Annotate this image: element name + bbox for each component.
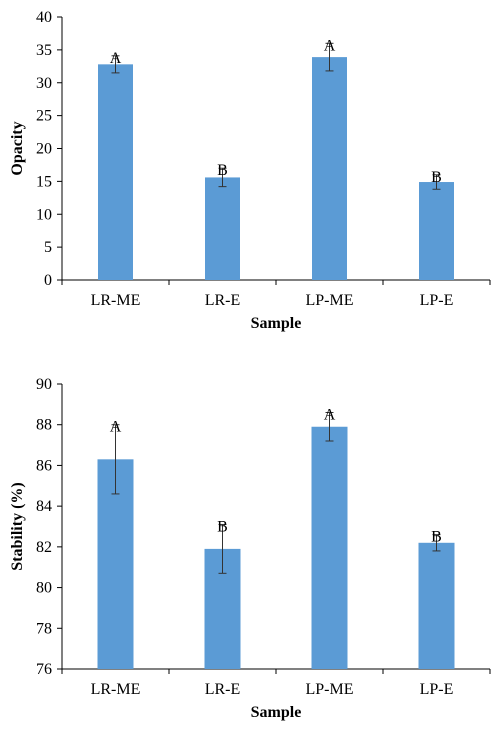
opacity-chart-svg: 0 5 10 15 20 25 30 35 40 A LR-ME B LR-E A LP-ME B LP-E Sa… bbox=[9, 9, 491, 332]
opacity-bar bbox=[312, 57, 347, 280]
stability-x-axis-title: Sample bbox=[251, 704, 302, 721]
opacity-chart: 0 5 10 15 20 25 30 35 40 A LR-ME B LR-E A LP-ME B LP-E Sa… bbox=[0, 0, 495, 360]
stability-y-tick-label: 90 bbox=[36, 376, 52, 393]
stability-y-tick-label: 82 bbox=[36, 539, 52, 556]
stability-significance-letter: A bbox=[110, 419, 122, 436]
opacity-significance-letter: B bbox=[431, 169, 442, 186]
opacity-bar bbox=[205, 177, 240, 280]
stability-significance-letter: B bbox=[431, 529, 442, 546]
stability-bar bbox=[311, 426, 348, 669]
stability-y-tick-label: 88 bbox=[36, 417, 52, 434]
opacity-category-label: LP-ME bbox=[306, 292, 354, 309]
opacity-bar bbox=[98, 64, 133, 280]
opacity-category-label: LR-E bbox=[205, 292, 241, 309]
opacity-y-tick-label: 40 bbox=[36, 9, 52, 26]
opacity-y-axis-title: Opacity bbox=[9, 121, 26, 175]
stability-y-axis-title: Stability (%) bbox=[9, 482, 26, 570]
opacity-category-label: LR-ME bbox=[91, 292, 141, 309]
opacity-category-label: LP-E bbox=[420, 292, 454, 309]
opacity-bar bbox=[419, 182, 454, 280]
opacity-significance-letter: A bbox=[324, 37, 336, 54]
opacity-y-tick-label: 0 bbox=[44, 272, 52, 289]
opacity-y-tick-label: 15 bbox=[36, 173, 52, 190]
opacity-significance-letter: B bbox=[217, 162, 228, 179]
stability-category-label: LR-ME bbox=[91, 681, 141, 698]
stability-y-tick-label: 80 bbox=[36, 580, 52, 597]
stability-y-tick-label: 86 bbox=[36, 457, 52, 474]
stability-y-tick-label: 78 bbox=[36, 620, 52, 637]
stability-category-label: LP-ME bbox=[306, 681, 354, 698]
stability-significance-letter: B bbox=[217, 518, 228, 535]
stability-y-tick-label: 84 bbox=[36, 498, 52, 515]
opacity-y-tick-label: 10 bbox=[36, 206, 52, 223]
opacity-y-tick-label: 30 bbox=[36, 75, 52, 92]
stability-category-label: LR-E bbox=[205, 681, 241, 698]
stability-significance-letter: A bbox=[324, 407, 336, 424]
stability-bar bbox=[418, 542, 455, 669]
opacity-y-tick-label: 20 bbox=[36, 141, 52, 158]
opacity-y-tick-label: 25 bbox=[36, 108, 52, 125]
stability-y-tick-label: 76 bbox=[36, 661, 52, 678]
stability-chart: 76 78 80 82 84 86 88 90 A LR-ME B LR-E A LP-ME B LP-E Sa… bbox=[0, 362, 495, 738]
stability-chart-svg: 76 78 80 82 84 86 88 90 A LR-ME B LR-E A LP-ME B LP-E Sa… bbox=[9, 376, 491, 721]
opacity-y-tick-label: 5 bbox=[44, 239, 52, 256]
stability-category-label: LP-E bbox=[420, 681, 454, 698]
opacity-x-axis-title: Sample bbox=[251, 315, 302, 332]
opacity-significance-letter: A bbox=[110, 50, 122, 67]
opacity-y-tick-label: 35 bbox=[36, 42, 52, 59]
